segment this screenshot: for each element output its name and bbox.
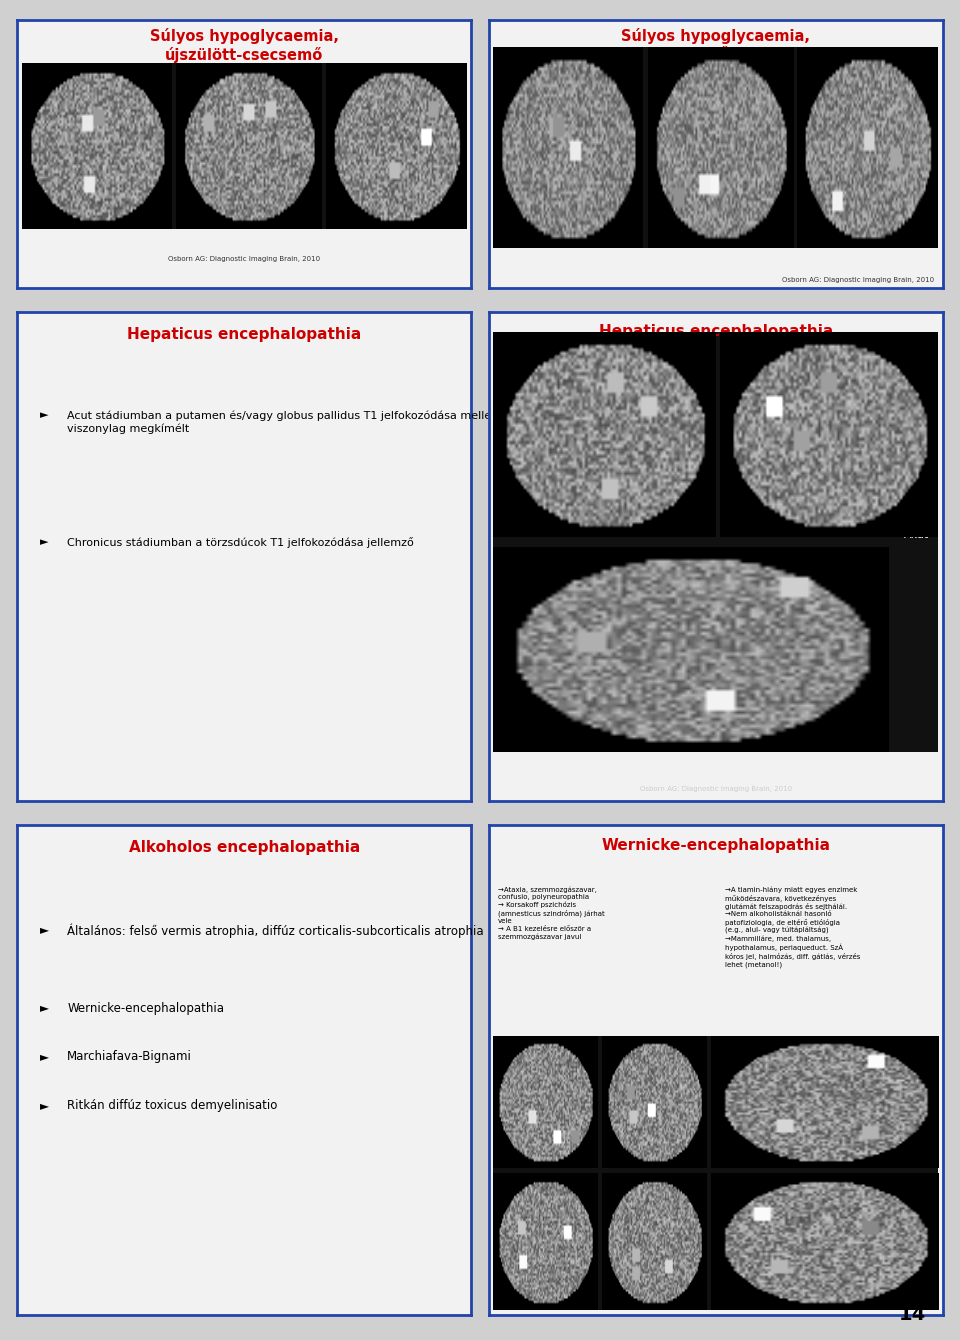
Text: Wernicke-encephalopathia: Wernicke-encephalopathia	[67, 1001, 225, 1014]
Text: ►: ►	[40, 410, 49, 419]
Text: Alkoholos encephalopathia: Alkoholos encephalopathia	[129, 840, 360, 855]
Text: ►: ►	[40, 923, 49, 937]
Text: Acut stádiumban a putamen és/vagy globus pallidus T1 jelfokozódása mellett a cor: Acut stádiumban a putamen és/vagy globus…	[67, 410, 901, 434]
Text: Akut: Akut	[904, 529, 929, 540]
Text: Ritkán diffúz toxicus demyelinisatio: Ritkán diffúz toxicus demyelinisatio	[67, 1099, 277, 1112]
Text: Osborn AG: Diagnostic Imaging Brain, 2010: Osborn AG: Diagnostic Imaging Brain, 201…	[639, 785, 792, 792]
Text: →Ataxia, szemmozgászavar,
confusio, polyneuropathia
→ Korsakoff pszichózis
(amn: →Ataxia, szemmozgászavar, confusio, poly…	[497, 887, 605, 939]
FancyBboxPatch shape	[22, 232, 467, 283]
Text: Wernicke-encephalopathia: Wernicke-encephalopathia	[601, 838, 830, 852]
Text: Súlyos hypoglycaemia,
újszülött-csecsemő: Súlyos hypoglycaemia, újszülött-csecsemő	[150, 28, 339, 63]
Text: Hepaticus encephalopathia: Hepaticus encephalopathia	[127, 327, 362, 342]
Text: 14: 14	[900, 1305, 926, 1324]
Text: Krónikus: Krónikus	[768, 736, 816, 745]
Text: →A tiamin-hiány miatt egyes enzimek
működészavara, következényes
glutámát felsza: →A tiamin-hiány miatt egyes enzimek műkö…	[725, 887, 860, 967]
FancyBboxPatch shape	[493, 332, 938, 753]
Text: Általános: felső vermis atrophia, diffúz corticalis-subcorticalis atrophia: Általános: felső vermis atrophia, diffúz…	[67, 923, 484, 938]
Text: Hepaticus encephalopathia: Hepaticus encephalopathia	[598, 324, 833, 339]
Text: Osborn AG: Diagnostic Imaging Brain, 2010: Osborn AG: Diagnostic Imaging Brain, 201…	[168, 256, 321, 261]
Text: ►: ►	[40, 537, 49, 547]
FancyBboxPatch shape	[493, 47, 938, 248]
Text: ►: ►	[40, 1051, 49, 1064]
Text: Marchiafava-Bignami: Marchiafava-Bignami	[67, 1051, 192, 1064]
Text: ►: ►	[40, 1001, 49, 1014]
Text: ►: ►	[40, 1099, 49, 1112]
Text: Súlyos hypoglycaemia,
felnőtt: Súlyos hypoglycaemia, felnőtt	[621, 28, 810, 62]
Text: Osborn AG: Diagnostic Imaging Brain, 2010: Osborn AG: Diagnostic Imaging Brain, 201…	[781, 277, 934, 283]
FancyBboxPatch shape	[22, 63, 467, 229]
Text: Chronicus stádiumban a törzsdúcok T1 jelfokozódása jellemző: Chronicus stádiumban a törzsdúcok T1 jel…	[67, 537, 414, 548]
FancyBboxPatch shape	[493, 1036, 938, 1309]
